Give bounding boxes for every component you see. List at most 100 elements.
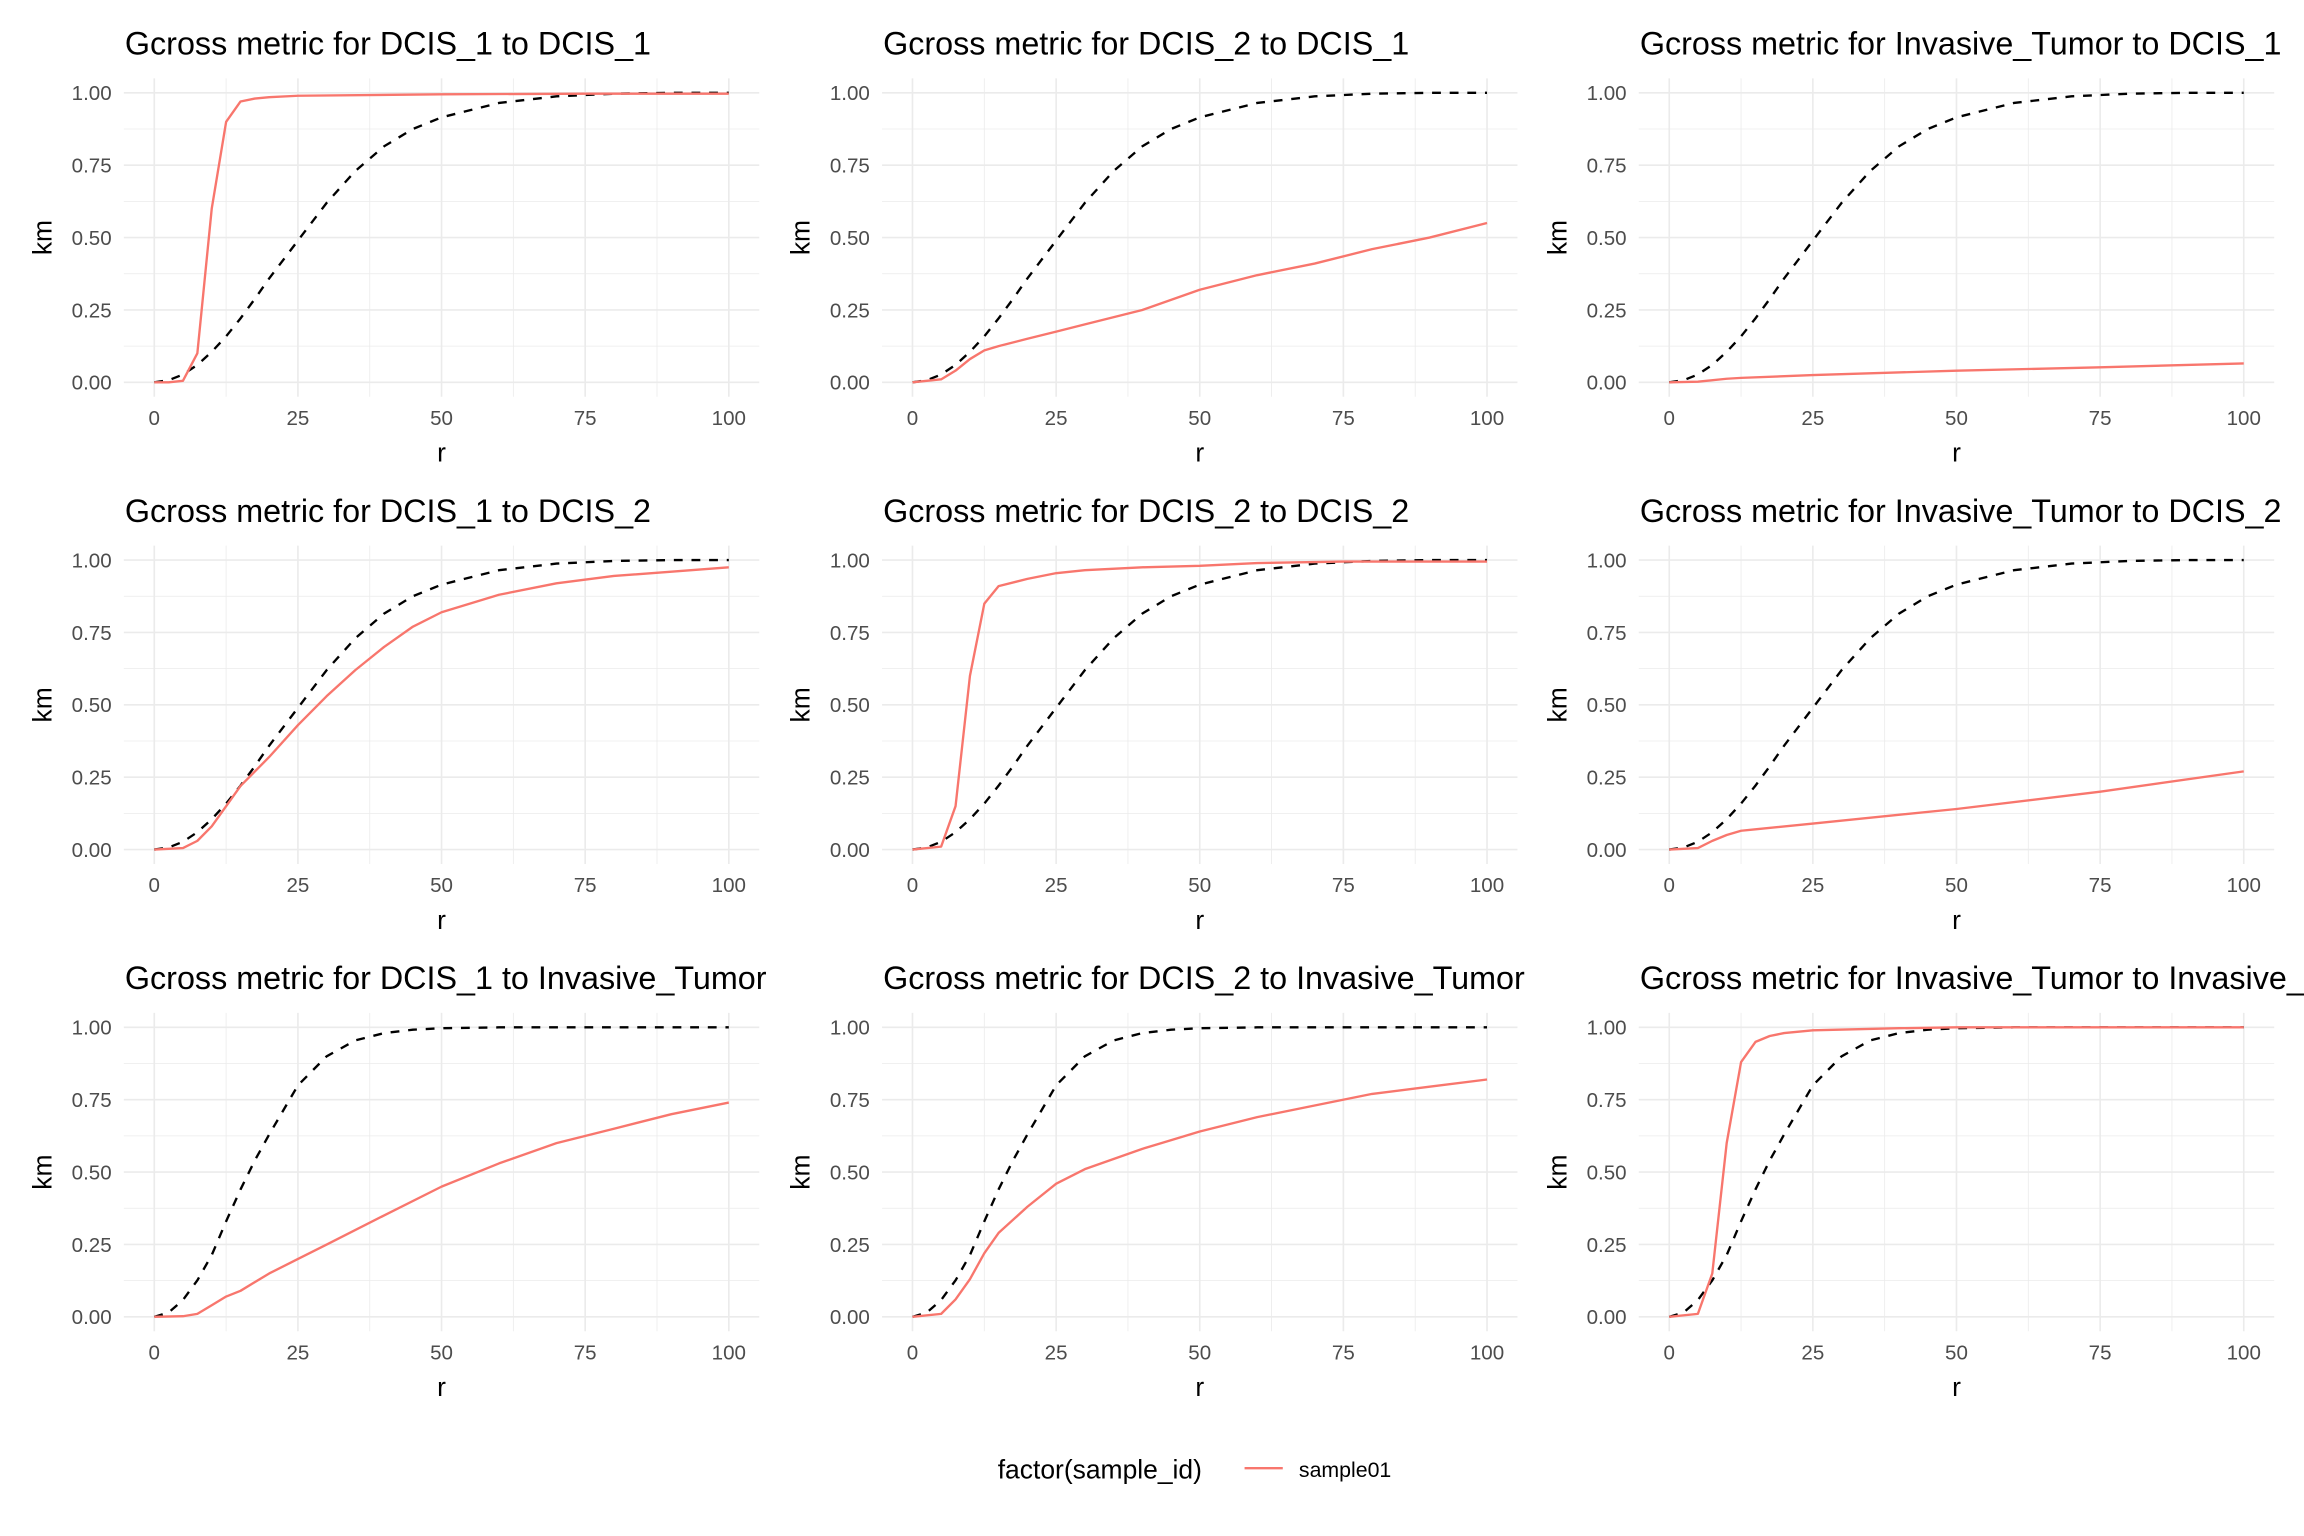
y-tick-label: 0.50 xyxy=(72,1161,112,1184)
y-tick-label: 0.75 xyxy=(72,622,112,645)
x-tick-label: 0 xyxy=(149,407,160,430)
legend-label-sample01: sample01 xyxy=(1299,1458,1391,1482)
x-axis-label: r xyxy=(1952,1372,1961,1402)
y-axis-label: km xyxy=(1542,687,1572,722)
observed-line-sample01 xyxy=(1669,1026,2244,1318)
facet-panel-3: 0 25 50 75 100 0.00 0.25 0.50 0.75 1.00 Gcross met… xyxy=(1542,26,2281,468)
x-tick-label: 0 xyxy=(907,407,918,430)
y-axis-label: km xyxy=(27,687,57,722)
x-tick-label: 25 xyxy=(1801,407,1824,430)
observed-line-sample01 xyxy=(912,221,1488,384)
x-tick-label: 50 xyxy=(1945,1341,1968,1364)
x-tick-label: 50 xyxy=(1188,1341,1211,1364)
x-tick-label: 0 xyxy=(149,874,160,897)
x-axis-label: r xyxy=(437,905,446,935)
x-tick-label: 0 xyxy=(1664,1341,1675,1364)
x-tick-label: 25 xyxy=(1045,874,1068,897)
y-tick-label: 0.50 xyxy=(830,694,870,717)
y-tick-label: 1.00 xyxy=(1587,1017,1627,1040)
observed-line-sample01 xyxy=(912,1078,1488,1318)
facet-panel-5: 0 25 50 75 100 0.00 0.25 0.50 0.75 1.00 Gcross met… xyxy=(786,493,1518,935)
x-tick-label: 100 xyxy=(2227,874,2261,897)
x-tick-label: 75 xyxy=(574,407,597,430)
x-tick-label: 50 xyxy=(1945,407,1968,430)
theoretical-line xyxy=(154,91,729,384)
y-tick-label: 0.25 xyxy=(830,1234,870,1257)
x-tick-label: 100 xyxy=(712,874,746,897)
x-tick-label: 25 xyxy=(1801,1341,1824,1364)
panel-title: Gcross metric for DCIS_1 to DCIS_1 xyxy=(125,26,651,62)
x-tick-label: 75 xyxy=(2089,1341,2112,1364)
y-tick-label: 0.75 xyxy=(830,155,870,178)
y-tick-label: 1.00 xyxy=(72,549,112,572)
y-tick-label: 0.75 xyxy=(1587,622,1627,645)
x-tick-label: 25 xyxy=(286,407,309,430)
y-axis-label: km xyxy=(786,687,816,722)
x-axis-label: r xyxy=(1952,438,1961,468)
x-tick-label: 50 xyxy=(430,1341,453,1364)
y-tick-label: 1.00 xyxy=(830,549,870,572)
x-tick-label: 25 xyxy=(286,1341,309,1364)
y-axis-label: km xyxy=(786,220,816,255)
x-tick-label: 100 xyxy=(2227,1341,2261,1364)
x-tick-label: 75 xyxy=(574,874,597,897)
x-axis-label: r xyxy=(1195,438,1204,468)
y-tick-label: 1.00 xyxy=(72,82,112,105)
y-tick-label: 1.00 xyxy=(1587,549,1627,572)
y-tick-label: 0.50 xyxy=(1587,1161,1627,1184)
y-axis-label: km xyxy=(27,220,57,255)
y-tick-label: 0.00 xyxy=(72,372,112,395)
x-axis-label: r xyxy=(437,1372,446,1402)
panel-title: Gcross metric for DCIS_2 to DCIS_2 xyxy=(883,493,1409,529)
y-axis-label: km xyxy=(27,1154,57,1189)
y-tick-label: 0.75 xyxy=(1587,1089,1627,1112)
y-tick-label: 1.00 xyxy=(72,1017,112,1040)
observed-line-sample01 xyxy=(912,560,1488,851)
x-axis-label: r xyxy=(437,438,446,468)
y-tick-label: 0.50 xyxy=(830,227,870,250)
y-tick-label: 0.75 xyxy=(72,155,112,178)
theoretical-line xyxy=(1669,91,2244,384)
y-tick-label: 0.25 xyxy=(72,299,112,322)
x-tick-label: 25 xyxy=(1801,874,1824,897)
y-tick-label: 0.00 xyxy=(830,372,870,395)
theoretical-line xyxy=(154,558,729,851)
x-tick-label: 50 xyxy=(430,874,453,897)
x-tick-label: 100 xyxy=(712,1341,746,1364)
y-axis-label: km xyxy=(786,1154,816,1189)
y-tick-label: 1.00 xyxy=(830,1017,870,1040)
y-tick-label: 0.75 xyxy=(830,622,870,645)
y-tick-label: 0.00 xyxy=(72,839,112,862)
y-tick-label: 0.00 xyxy=(1587,1306,1627,1329)
panel-title: Gcross metric for DCIS_1 to DCIS_2 xyxy=(125,493,651,529)
x-tick-label: 100 xyxy=(1470,1341,1504,1364)
legend-title: factor(sample_id) xyxy=(998,1454,1202,1484)
y-tick-label: 0.25 xyxy=(830,299,870,322)
observed-line-sample01 xyxy=(1669,770,2244,851)
x-tick-label: 0 xyxy=(149,1341,160,1364)
x-tick-label: 0 xyxy=(907,1341,918,1364)
facet-panel-7: 0 25 50 75 100 0.00 0.25 0.50 0.75 1.00 Gcross met… xyxy=(27,960,766,1402)
x-tick-label: 100 xyxy=(1470,874,1504,897)
facet-panel-4: 0 25 50 75 100 0.00 0.25 0.50 0.75 1.00 Gcross met… xyxy=(27,493,760,935)
y-axis-label: km xyxy=(1542,220,1572,255)
y-tick-label: 0.25 xyxy=(1587,767,1627,790)
y-tick-label: 0.00 xyxy=(830,1306,870,1329)
facet-panel-9: 0 25 50 75 100 0.00 0.25 0.50 0.75 1.00 Gcross met… xyxy=(1542,960,2304,1402)
x-axis-label: r xyxy=(1195,1372,1204,1402)
y-tick-label: 1.00 xyxy=(1587,82,1627,105)
y-tick-label: 0.75 xyxy=(72,1089,112,1112)
y-tick-label: 0.00 xyxy=(72,1306,112,1329)
observed-line-sample01 xyxy=(154,92,729,384)
x-tick-label: 75 xyxy=(1332,1341,1355,1364)
panel-title: Gcross metric for DCIS_1 to Invasive_Tum… xyxy=(125,960,767,996)
panel-title: Gcross metric for DCIS_2 to DCIS_1 xyxy=(883,26,1409,62)
y-tick-label: 0.75 xyxy=(1587,155,1627,178)
x-tick-label: 0 xyxy=(907,874,918,897)
y-tick-label: 0.50 xyxy=(1587,227,1627,250)
x-axis-label: r xyxy=(1952,905,1961,935)
facet-panel-2: 0 25 50 75 100 0.00 0.25 0.50 0.75 1.00 Gcross met… xyxy=(786,26,1518,468)
y-tick-label: 0.25 xyxy=(72,767,112,790)
x-axis-label: r xyxy=(1195,905,1204,935)
